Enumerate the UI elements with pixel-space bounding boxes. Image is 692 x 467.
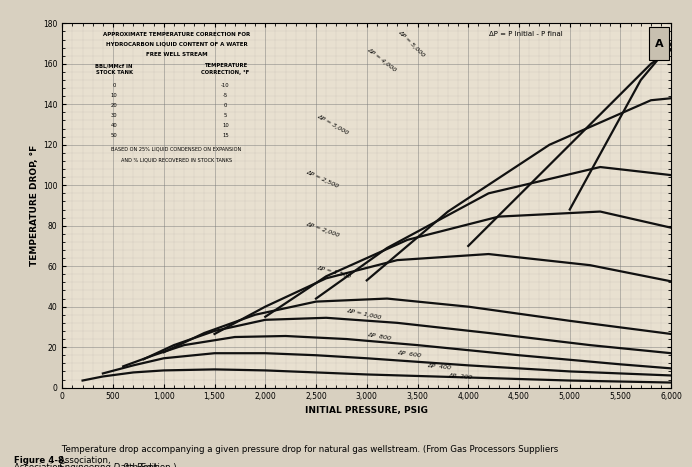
Bar — [649, 28, 669, 60]
Text: A: A — [655, 39, 664, 49]
Text: ΔP = 5,000: ΔP = 5,000 — [397, 29, 426, 58]
Text: ΔP = 2,000: ΔP = 2,000 — [306, 221, 340, 238]
Text: ΔP  400: ΔP 400 — [428, 362, 452, 370]
Text: Figure 4-8.: Figure 4-8. — [14, 456, 67, 465]
X-axis label: INITIAL PRESSURE, PSIG: INITIAL PRESSURE, PSIG — [305, 406, 428, 415]
Text: ΔP = P Initial - P final: ΔP = P Initial - P final — [489, 31, 563, 37]
Text: ΔP  200: ΔP 200 — [448, 373, 473, 380]
Text: ΔP  800: ΔP 800 — [367, 333, 391, 341]
Text: ΔP = 3,000: ΔP = 3,000 — [316, 113, 349, 135]
Text: Engineering Data Book,: Engineering Data Book, — [59, 463, 161, 467]
Text: ΔP = 4,000: ΔP = 4,000 — [367, 47, 398, 72]
Text: ΔP  600: ΔP 600 — [397, 350, 421, 358]
Text: ΔP = 1,500: ΔP = 1,500 — [316, 265, 352, 279]
Text: ΔP = 2,500: ΔP = 2,500 — [306, 170, 340, 189]
Text: Association,: Association, — [14, 463, 69, 467]
Text: 9th Edition.): 9th Edition.) — [121, 463, 176, 467]
Text: ΔP = 1,000: ΔP = 1,000 — [347, 308, 382, 320]
Y-axis label: TEMPERATURE DROP, °F: TEMPERATURE DROP, °F — [30, 145, 39, 266]
Text: Temperature drop accompanying a given pressure drop for natural gas wellstream. : Temperature drop accompanying a given pr… — [59, 445, 558, 465]
